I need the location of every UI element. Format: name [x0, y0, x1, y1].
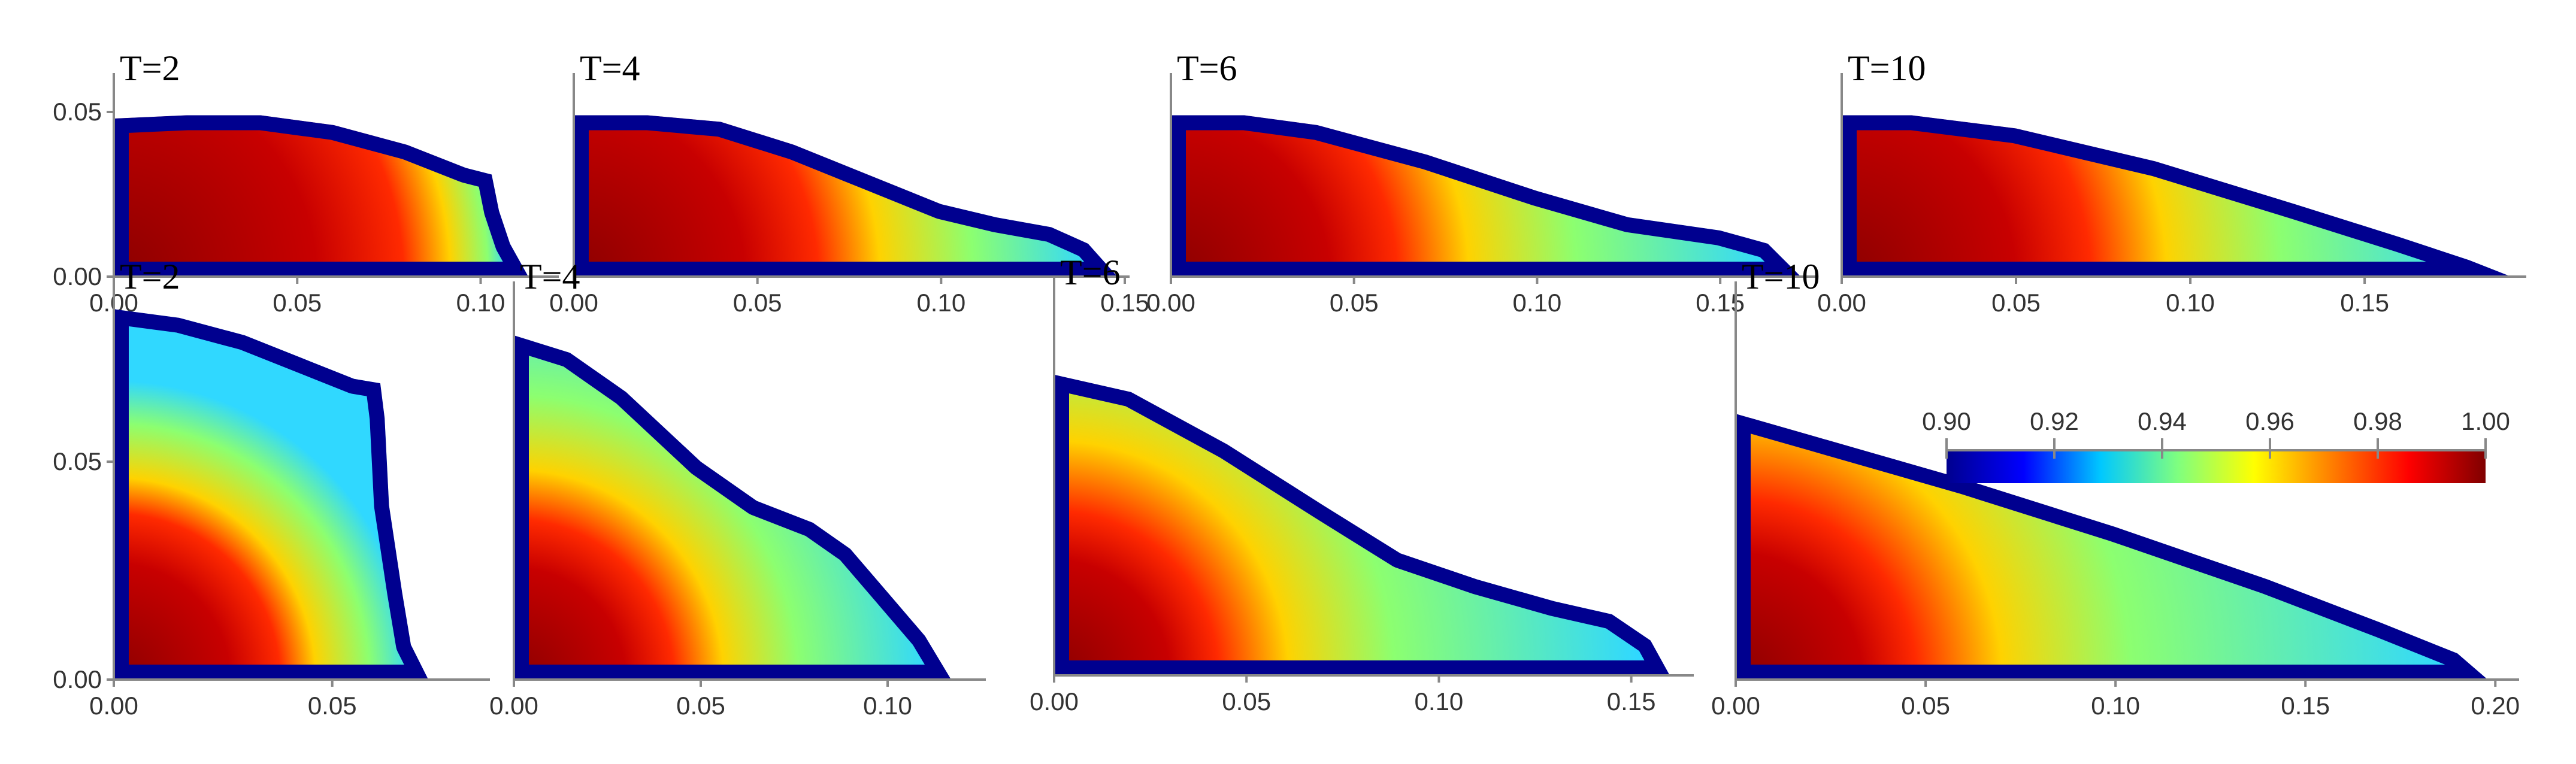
panel-title: T=4 — [580, 48, 640, 88]
x-tick-label: 0.00 — [549, 289, 598, 317]
y-tick-label: 0.05 — [53, 447, 102, 475]
x-tick-label: 0.15 — [2281, 692, 2330, 720]
panel-7: 0.00 0.05 0.10 0.15T=6 — [1030, 253, 1694, 716]
colorbar-tick-label: 0.96 — [2245, 407, 2295, 435]
density-field — [1171, 115, 1801, 277]
x-tick-label: 0.10 — [1415, 687, 1464, 716]
x-tick-label: 0.00 — [1030, 687, 1079, 716]
colorbar-tick-label: 0.98 — [2353, 407, 2402, 435]
panel-1: 0.00 0.05 0.100.000.05T=2 — [53, 48, 559, 317]
density-field — [1842, 115, 2511, 277]
y-tick-label: 0.05 — [53, 98, 102, 126]
density-field — [1736, 414, 2488, 680]
x-tick-label: 0.15 — [1696, 289, 1745, 317]
y-tick-label: 0.00 — [53, 262, 102, 290]
x-tick-label: 0.05 — [1222, 687, 1271, 716]
density-field — [1054, 374, 1670, 675]
density-field — [514, 335, 952, 680]
colorbar-tick-label: 0.90 — [1922, 407, 1971, 435]
density-field — [574, 115, 1118, 277]
panel-6: 0.00 0.05 0.10 T=4 — [489, 257, 986, 720]
x-tick-label: 0.10 — [1513, 289, 1562, 317]
panel-title: T=6 — [1060, 253, 1121, 292]
x-tick-label: 0.05 — [1991, 289, 2041, 317]
x-tick-label: 0.00 — [489, 692, 538, 720]
colorbar: 0.90 0.92 0.94 0.96 0.98 1.00 — [1922, 407, 2510, 483]
x-tick-label: 0.10 — [863, 692, 912, 720]
x-tick-label: 0.10 — [2166, 289, 2215, 317]
panel-title: T=2 — [120, 48, 180, 88]
x-tick-label: 0.20 — [2471, 692, 2520, 720]
panel-title: T=10 — [1848, 48, 1926, 88]
x-tick-label: 0.15 — [2340, 289, 2389, 317]
x-tick-label: 0.10 — [2091, 692, 2140, 720]
colorbar-gradient — [1947, 450, 2486, 483]
x-tick-label: 0.05 — [1901, 692, 1950, 720]
density-field — [114, 115, 529, 277]
y-tick-label: 0.00 — [53, 665, 102, 693]
x-tick-label: 0.15 — [1607, 687, 1656, 716]
x-tick-label: 0.05 — [676, 692, 725, 720]
x-tick-label: 0.00 — [1711, 692, 1760, 720]
x-tick-label: 0.00 — [89, 692, 138, 720]
panel-4: 0.00 0.05 0.10 0.15 T=10 — [1817, 48, 2526, 317]
x-tick-label: 0.00 — [1146, 289, 1195, 317]
panel-2: 0.00 0.05 0.10 0.15 T=4 — [549, 48, 1149, 317]
x-tick-label: 0.10 — [916, 289, 965, 317]
panel-8: 0.00 0.05 0.10 0.15 0.20 T=10 — [1711, 257, 2520, 720]
x-tick-label: 0.00 — [1817, 289, 1866, 317]
panel-title: T=6 — [1177, 48, 1237, 88]
panel-title: T=10 — [1742, 257, 1820, 296]
x-tick-label: 0.05 — [273, 289, 322, 317]
x-tick-label: 0.05 — [308, 692, 357, 720]
x-tick-label: 0.15 — [1100, 289, 1149, 317]
panel-title: T=2 — [120, 257, 180, 296]
panel-5: 0.00 0.05 0.00 0.05 T=2 — [53, 257, 490, 720]
density-field — [114, 309, 429, 680]
x-tick-label: 0.05 — [1330, 289, 1379, 317]
x-tick-label: 0.10 — [456, 289, 505, 317]
panel-3: 0.00 0.05 0.10 0.15 T=6 — [1146, 48, 1817, 317]
x-tick-label: 0.05 — [733, 289, 782, 317]
colorbar-tick-label: 0.92 — [2030, 407, 2079, 435]
panel-title: T=4 — [520, 257, 580, 296]
colorbar-tick-label: 1.00 — [2461, 407, 2510, 435]
colorbar-tick-label: 0.94 — [2138, 407, 2187, 435]
